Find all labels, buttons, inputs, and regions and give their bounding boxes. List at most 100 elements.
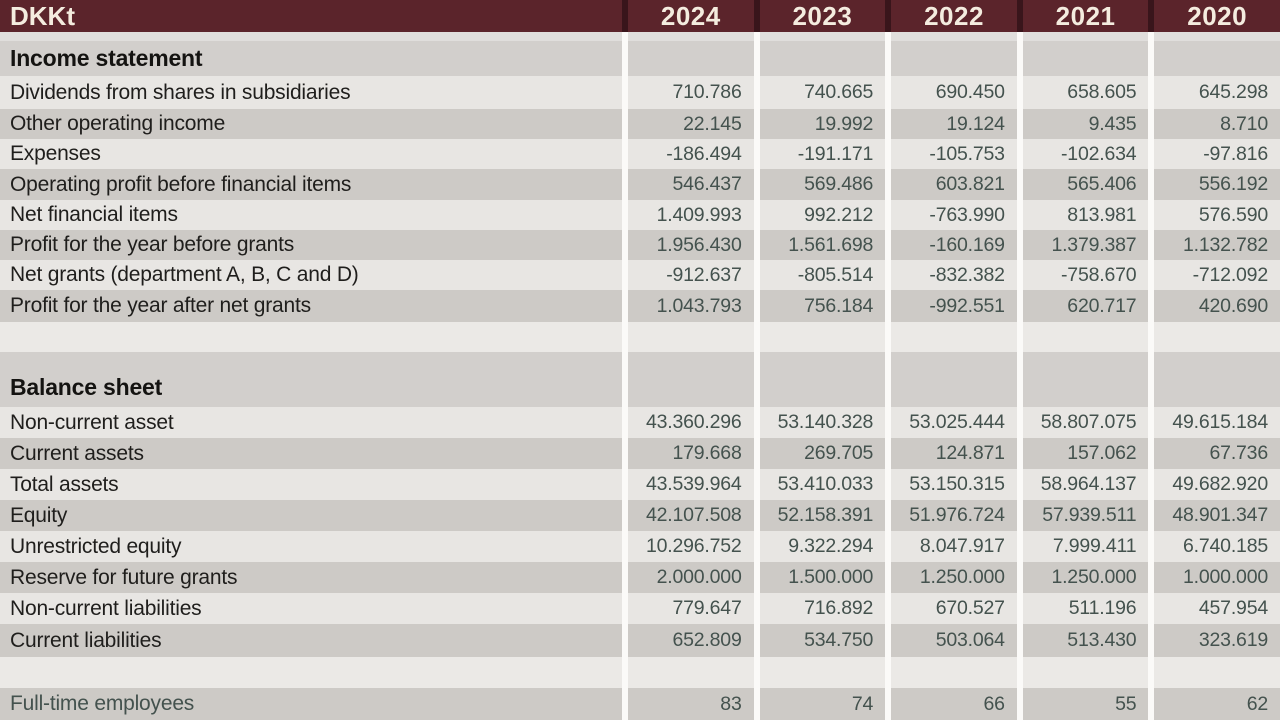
- spacer-row: [0, 657, 1280, 688]
- value-cell: 511.196: [1022, 593, 1149, 624]
- row-label: [0, 657, 622, 688]
- value-cell: 8.710: [1154, 109, 1280, 139]
- value-cell: 53.140.328: [759, 407, 886, 438]
- value-cell: 62: [1154, 688, 1280, 720]
- table-row: Other operating income 22.145 19.992 19.124…: [0, 109, 1280, 139]
- value-cell: -186.494: [628, 139, 754, 169]
- value-cell: 603.821: [891, 169, 1017, 200]
- value-cell: 66: [891, 688, 1017, 720]
- value-cell: 658.605: [1022, 76, 1149, 109]
- table-body: Income statement Dividends from shares in…: [0, 32, 1280, 720]
- value-cell: 49.682.920: [1154, 469, 1280, 500]
- row-label: Non-current liabilities: [0, 593, 622, 624]
- value-cell: 1.409.993: [628, 200, 754, 230]
- value-cell: [628, 32, 754, 41]
- table-row: Current liabilities 652.809 534.750 503.064…: [0, 624, 1280, 657]
- value-cell: 53.025.444: [891, 407, 1017, 438]
- value-cell: 58.964.137: [1022, 469, 1149, 500]
- value-cell: 7.999.411: [1022, 531, 1149, 562]
- value-cell: 716.892: [759, 593, 886, 624]
- value-cell: 457.954: [1154, 593, 1280, 624]
- section-row: Balance sheet: [0, 352, 1280, 407]
- row-label: Profit for the year before grants: [0, 230, 622, 260]
- value-cell: 1.250.000: [891, 562, 1017, 593]
- table-row: Reserve for future grants 2.000.000 1.500.…: [0, 562, 1280, 593]
- value-cell: 690.450: [891, 76, 1017, 109]
- value-cell: 53.150.315: [891, 469, 1017, 500]
- section-title: Balance sheet: [0, 352, 622, 407]
- value-cell: 51.976.724: [891, 500, 1017, 531]
- table-row: Equity 42.107.508 52.158.391 51.976.724 57.9…: [0, 500, 1280, 531]
- section-title: Income statement: [0, 41, 622, 76]
- table-row: Unrestricted equity 10.296.752 9.322.294 8.…: [0, 531, 1280, 562]
- value-cell: 1.379.387: [1022, 230, 1149, 260]
- table-row: Net grants (department A, B, C and D) -91…: [0, 260, 1280, 290]
- value-cell: 565.406: [1022, 169, 1149, 200]
- value-cell: [1022, 41, 1149, 76]
- value-cell: 9.322.294: [759, 531, 886, 562]
- value-cell: 9.435: [1022, 109, 1149, 139]
- value-cell: 323.619: [1154, 624, 1280, 657]
- value-cell: 556.192: [1154, 169, 1280, 200]
- value-cell: 43.539.964: [628, 469, 754, 500]
- value-cell: [628, 41, 754, 76]
- value-cell: 22.145: [628, 109, 754, 139]
- row-label: Non-current asset: [0, 407, 622, 438]
- value-cell: 19.124: [891, 109, 1017, 139]
- value-cell: 124.871: [891, 438, 1017, 469]
- row-label: Unrestricted equity: [0, 531, 622, 562]
- value-cell: 269.705: [759, 438, 886, 469]
- table-row: Non-current liabilities 779.647 716.892 670…: [0, 593, 1280, 624]
- value-cell: -832.382: [891, 260, 1017, 290]
- value-cell: [1154, 41, 1280, 76]
- value-cell: [628, 657, 754, 688]
- value-cell: [1022, 352, 1149, 407]
- value-cell: 576.590: [1154, 200, 1280, 230]
- row-label: Net financial items: [0, 200, 622, 230]
- value-cell: 58.807.075: [1022, 407, 1149, 438]
- table-row: Full-time employees 83 74 66 55 62: [0, 688, 1280, 720]
- value-cell: [891, 322, 1017, 352]
- value-cell: 620.717: [1022, 290, 1149, 322]
- value-cell: 645.298: [1154, 76, 1280, 109]
- value-cell: 652.809: [628, 624, 754, 657]
- year-column-header: 2020: [1154, 0, 1280, 32]
- value-cell: 546.437: [628, 169, 754, 200]
- value-cell: [1154, 32, 1280, 41]
- value-cell: -912.637: [628, 260, 754, 290]
- value-cell: 1.250.000: [1022, 562, 1149, 593]
- value-cell: 42.107.508: [628, 500, 754, 531]
- value-cell: 513.430: [1022, 624, 1149, 657]
- row-label: [0, 32, 622, 41]
- value-cell: 534.750: [759, 624, 886, 657]
- value-cell: -758.670: [1022, 260, 1149, 290]
- row-label: Total assets: [0, 469, 622, 500]
- table-row: Net financial items 1.409.993 992.212 -763.…: [0, 200, 1280, 230]
- value-cell: 83: [628, 688, 754, 720]
- value-cell: [759, 352, 886, 407]
- value-cell: -992.551: [891, 290, 1017, 322]
- value-cell: -102.634: [1022, 139, 1149, 169]
- value-cell: [1022, 32, 1149, 41]
- value-cell: [1154, 352, 1280, 407]
- row-label: Dividends from shares in subsidiaries: [0, 76, 622, 109]
- row-label: Expenses: [0, 139, 622, 169]
- value-cell: 43.360.296: [628, 407, 754, 438]
- value-cell: [1022, 322, 1149, 352]
- value-cell: 503.064: [891, 624, 1017, 657]
- value-cell: [759, 41, 886, 76]
- value-cell: 779.647: [628, 593, 754, 624]
- value-cell: -105.753: [891, 139, 1017, 169]
- value-cell: 19.992: [759, 109, 886, 139]
- table-row: Profit for the year before grants 1.956.4…: [0, 230, 1280, 260]
- year-column-header: 2021: [1022, 0, 1149, 32]
- row-label: Profit for the year after net grants: [0, 290, 622, 322]
- value-cell: [891, 32, 1017, 41]
- table-row: Operating profit before financial items 5…: [0, 169, 1280, 200]
- value-cell: 55: [1022, 688, 1149, 720]
- table-row: Profit for the year after net grants 1.04…: [0, 290, 1280, 322]
- value-cell: 670.527: [891, 593, 1017, 624]
- spacer-row: [0, 322, 1280, 352]
- value-cell: [628, 322, 754, 352]
- value-cell: 2.000.000: [628, 562, 754, 593]
